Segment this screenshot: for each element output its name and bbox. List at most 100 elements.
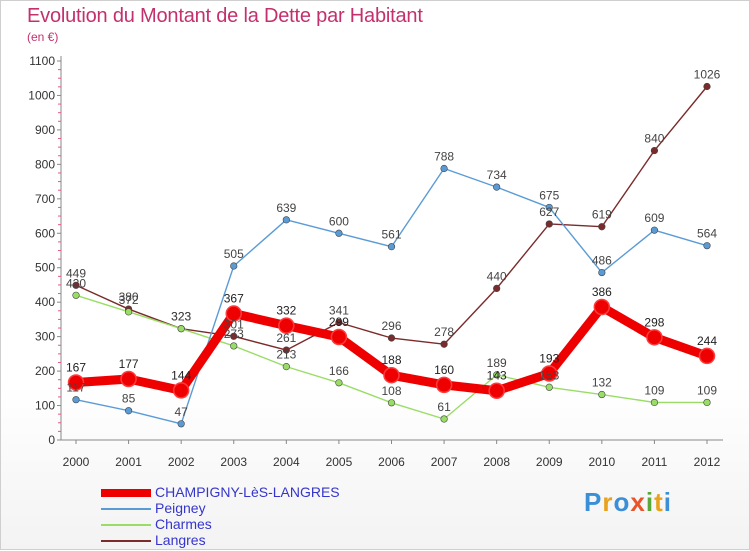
logo-letter: P (584, 487, 603, 517)
data-point (703, 398, 711, 407)
data-point (177, 420, 185, 428)
data-point (383, 366, 400, 384)
data-point (124, 308, 133, 316)
data-label: 109 (644, 383, 664, 397)
data-point (120, 370, 137, 388)
data-label: 341 (329, 304, 349, 318)
data-label: 440 (487, 269, 507, 283)
data-label: 213 (276, 348, 296, 362)
data-label: 109 (697, 383, 717, 397)
data-labels: 167 177 144 367 332 299 188 160 143 193 386 298 244 1… (66, 67, 721, 418)
data-label: 108 (381, 384, 401, 398)
data-label: 143 (487, 369, 507, 383)
y-tick-label: 800 (35, 157, 55, 171)
data-label: 386 (592, 285, 612, 299)
legend-swatch (101, 540, 151, 542)
y-tick-label: 900 (35, 123, 55, 137)
data-label: 177 (119, 357, 139, 371)
data-label: 734 (487, 168, 507, 182)
y-tick-label: 100 (35, 399, 55, 413)
data-label: 564 (697, 227, 717, 241)
x-tick-label: 2000 (63, 455, 90, 469)
logo-letter: r (602, 487, 614, 517)
data-point (282, 346, 290, 354)
legend-label: Charmes (155, 516, 212, 532)
data-label: 420 (66, 276, 86, 290)
data-label: 323 (171, 310, 191, 324)
data-label: 600 (329, 214, 349, 228)
data-point (440, 415, 448, 423)
x-tick-label: 2003 (220, 455, 247, 469)
x-tick-label: 2007 (431, 455, 458, 469)
data-point (278, 317, 295, 334)
data-point (703, 242, 711, 250)
data-label: 619 (592, 208, 612, 222)
data-point (646, 329, 663, 346)
y-tick-label: 300 (35, 330, 55, 344)
data-label: 561 (381, 228, 401, 242)
data-label: 167 (66, 360, 86, 374)
data-point (177, 325, 185, 333)
legend-swatch (101, 508, 151, 510)
data-label: 372 (119, 293, 139, 307)
data-point (172, 382, 190, 399)
data-point (330, 328, 348, 346)
legend-swatch (101, 489, 151, 497)
legend-label: Peigney (155, 500, 206, 516)
x-tick-label: 2002 (168, 455, 195, 469)
data-point (440, 164, 448, 173)
data-point (387, 334, 396, 342)
x-tick-label: 2012 (694, 455, 721, 469)
data-label: 261 (276, 331, 296, 345)
data-point (545, 203, 553, 212)
data-point (698, 347, 716, 365)
data-point (650, 226, 659, 234)
data-label: 47 (174, 405, 188, 419)
data-point (440, 340, 448, 348)
data-label: 160 (434, 363, 454, 377)
data-point (225, 305, 242, 322)
x-tick-label: 2008 (483, 455, 510, 469)
x-tick-label: 2011 (642, 455, 668, 469)
data-label: 639 (276, 201, 296, 215)
data-label: 486 (592, 254, 612, 268)
logo-letter: t (654, 487, 664, 517)
data-point (282, 363, 290, 371)
data-point (230, 332, 238, 340)
y-tick-label: 1100 (29, 54, 55, 68)
data-point (545, 220, 553, 228)
y-tick-label: 0 (48, 433, 55, 447)
data-point (230, 262, 238, 270)
data-point (650, 146, 659, 155)
data-point (72, 291, 80, 299)
data-point (67, 374, 85, 391)
data-point (230, 342, 238, 350)
data-label: 299 (329, 315, 349, 329)
data-point (335, 318, 343, 327)
y-tick-label: 400 (35, 295, 55, 309)
data-point (387, 243, 396, 251)
data-point (593, 298, 611, 316)
legend-swatch (101, 524, 151, 526)
legend-label: CHAMPIGNY-LèS-LANGRES (155, 484, 340, 500)
data-label: 675 (539, 188, 559, 202)
data-label: 193 (539, 352, 559, 366)
data-label: 85 (122, 392, 136, 406)
data-point (493, 183, 501, 191)
proxiti-logo: Proxiti (584, 487, 672, 518)
data-point (72, 396, 80, 404)
y-tick-label: 200 (35, 364, 55, 378)
data-label: 61 (437, 400, 451, 414)
data-point (488, 382, 505, 399)
data-point (335, 379, 343, 387)
data-label: 153 (539, 368, 559, 382)
data-point (435, 376, 453, 394)
data-point (72, 281, 80, 289)
data-label: 380 (119, 290, 139, 304)
data-point (493, 371, 501, 379)
data-label: 244 (697, 334, 717, 348)
data-label: 298 (644, 315, 664, 329)
y-tick-label: 600 (35, 226, 55, 240)
